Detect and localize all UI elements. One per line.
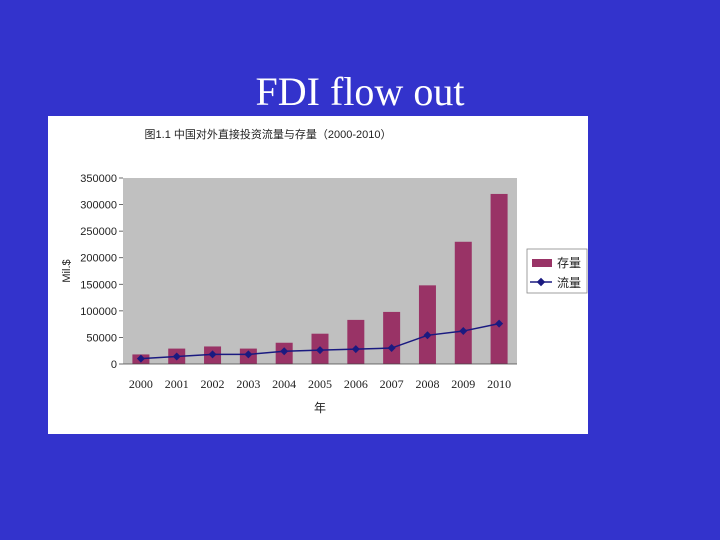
chart-card: 图1.1 中国对外直接投资流量与存量（2000-2010） 0 50000 1000…	[48, 116, 588, 434]
line-point-2006	[351, 345, 360, 354]
x-tick-label: 2005	[308, 377, 332, 391]
x-tick-label: 2009	[451, 377, 475, 391]
line-point-2002	[208, 350, 217, 359]
y-tick-label: 300000	[80, 200, 117, 212]
line-point-2003	[244, 350, 253, 359]
y-tick-label: 100000	[80, 306, 117, 318]
chart-title: 图1.1 中国对外直接投资流量与存量（2000-2010）	[145, 127, 392, 141]
legend: 存量 流量	[526, 248, 588, 294]
x-tick-label: 2008	[415, 377, 439, 391]
x-tick-label: 2010	[487, 377, 511, 391]
x-tick-label: 2004	[272, 377, 296, 391]
legend-box	[526, 248, 588, 294]
chart: 图1.1 中国对外直接投资流量与存量（2000-2010） 0 50000 1000…	[61, 127, 588, 415]
x-axis-label: 年	[314, 401, 326, 415]
bar-2009	[454, 241, 472, 364]
y-tick-label: 50000	[86, 332, 117, 344]
bar-2010	[490, 193, 508, 364]
y-tick-label: 250000	[80, 226, 117, 238]
line-point-2008	[423, 331, 432, 340]
bar-2006	[347, 319, 365, 364]
line-point-2004	[280, 347, 289, 356]
y-tick-label: 350000	[80, 173, 117, 185]
line-point-2005	[316, 346, 324, 355]
x-tick-label: 2003	[236, 377, 260, 391]
legend-bar-label: 存量	[557, 256, 581, 270]
y-tick-label: 0	[111, 359, 117, 371]
x-axis: 2000 2001 2002 2003 2004 2005 2006 2007 2008 2009…	[123, 363, 517, 391]
line-point-2000	[136, 354, 145, 363]
x-tick-label: 2006	[344, 377, 368, 391]
slide-title: FDI flow out	[255, 69, 465, 114]
legend-bar-swatch	[532, 259, 552, 267]
x-tick-label: 2001	[165, 377, 189, 391]
line-point-2001	[172, 352, 181, 361]
y-tick-label: 200000	[80, 253, 117, 265]
line-point-2007	[387, 344, 396, 353]
x-tick-label: 2000	[129, 377, 153, 391]
line-series	[136, 319, 504, 363]
x-tick-label: 2002	[201, 377, 225, 391]
y-axis-label: Mil.$	[61, 259, 73, 282]
bar-2008	[418, 285, 436, 364]
x-tick-label: 2007	[380, 377, 404, 391]
y-tick-label: 150000	[80, 279, 117, 291]
line-point-2010	[495, 319, 504, 328]
legend-line-label: 流量	[557, 276, 581, 290]
line-point-2009	[459, 327, 468, 336]
bar-2007	[383, 311, 401, 364]
legend-line-marker	[536, 277, 546, 287]
y-axis: 0 50000 100000 150000 200000 250000 300000 3500…	[80, 173, 123, 371]
